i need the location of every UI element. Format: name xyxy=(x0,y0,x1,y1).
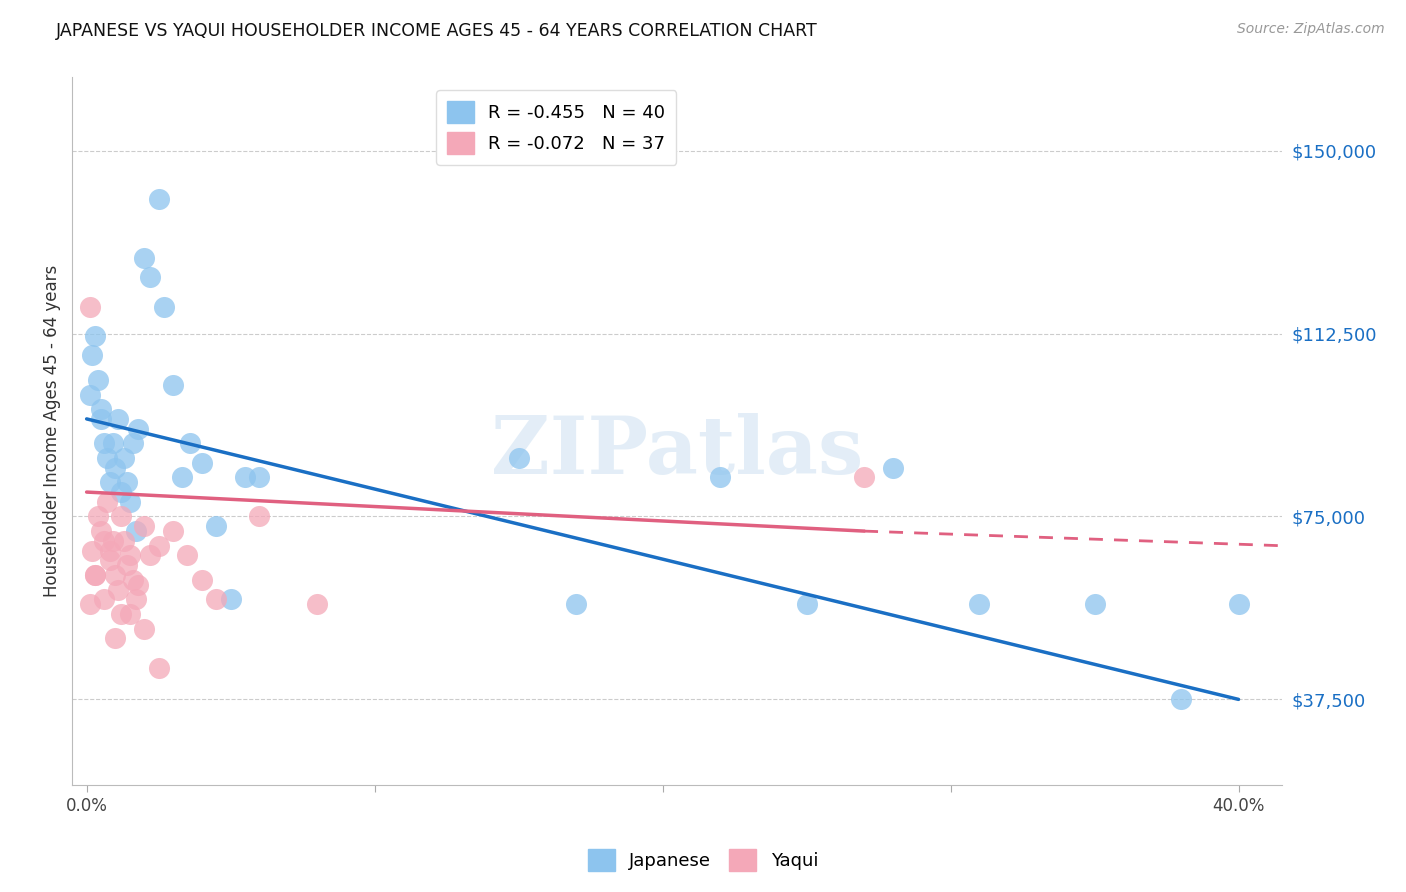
Point xyxy=(118,549,141,563)
Point xyxy=(87,509,110,524)
Legend: R = -0.455   N = 40, R = -0.072   N = 37: R = -0.455 N = 40, R = -0.072 N = 37 xyxy=(436,90,676,165)
Point xyxy=(79,387,101,401)
Point xyxy=(134,251,156,265)
Point xyxy=(124,524,146,538)
Point xyxy=(110,509,132,524)
Point xyxy=(110,485,132,500)
Point xyxy=(882,460,904,475)
Text: JAPANESE VS YAQUI HOUSEHOLDER INCOME AGES 45 - 64 YEARS CORRELATION CHART: JAPANESE VS YAQUI HOUSEHOLDER INCOME AGE… xyxy=(56,22,818,40)
Point xyxy=(305,597,328,611)
Point xyxy=(134,622,156,636)
Text: ZIPatlas: ZIPatlas xyxy=(491,413,863,491)
Point xyxy=(98,553,121,567)
Point xyxy=(87,373,110,387)
Point xyxy=(179,436,201,450)
Point xyxy=(90,402,112,417)
Point xyxy=(121,573,143,587)
Point xyxy=(1170,692,1192,706)
Point xyxy=(139,270,162,285)
Point xyxy=(233,470,256,484)
Point xyxy=(79,597,101,611)
Point xyxy=(104,568,127,582)
Point xyxy=(104,460,127,475)
Point xyxy=(1227,597,1250,611)
Point xyxy=(853,470,876,484)
Point xyxy=(176,549,198,563)
Point xyxy=(148,193,170,207)
Point xyxy=(118,607,141,621)
Point xyxy=(170,470,193,484)
Point xyxy=(127,578,149,592)
Point xyxy=(90,524,112,538)
Point xyxy=(153,300,176,314)
Point xyxy=(134,519,156,533)
Point xyxy=(115,475,138,490)
Point xyxy=(124,592,146,607)
Point xyxy=(82,543,104,558)
Point xyxy=(191,456,214,470)
Point xyxy=(96,495,118,509)
Point xyxy=(84,329,107,343)
Point xyxy=(205,519,228,533)
Point xyxy=(121,436,143,450)
Point xyxy=(162,524,184,538)
Point xyxy=(84,568,107,582)
Point xyxy=(107,412,129,426)
Point xyxy=(96,450,118,465)
Point xyxy=(565,597,588,611)
Point xyxy=(148,539,170,553)
Point xyxy=(148,661,170,675)
Point xyxy=(969,597,991,611)
Point xyxy=(139,549,162,563)
Point xyxy=(796,597,818,611)
Point xyxy=(508,450,530,465)
Point xyxy=(93,592,115,607)
Y-axis label: Householder Income Ages 45 - 64 years: Householder Income Ages 45 - 64 years xyxy=(44,265,60,598)
Point xyxy=(84,568,107,582)
Point xyxy=(93,533,115,548)
Point xyxy=(118,495,141,509)
Point xyxy=(249,470,271,484)
Point xyxy=(219,592,242,607)
Point xyxy=(115,558,138,573)
Point xyxy=(79,300,101,314)
Point xyxy=(98,543,121,558)
Point xyxy=(249,509,271,524)
Point xyxy=(191,573,214,587)
Point xyxy=(1083,597,1105,611)
Point xyxy=(93,436,115,450)
Point xyxy=(104,632,127,646)
Point xyxy=(127,422,149,436)
Point xyxy=(709,470,731,484)
Point xyxy=(101,436,124,450)
Point xyxy=(98,475,121,490)
Text: Source: ZipAtlas.com: Source: ZipAtlas.com xyxy=(1237,22,1385,37)
Point xyxy=(205,592,228,607)
Point xyxy=(162,377,184,392)
Point xyxy=(112,450,135,465)
Point xyxy=(101,533,124,548)
Point xyxy=(82,349,104,363)
Point xyxy=(110,607,132,621)
Legend: Japanese, Yaqui: Japanese, Yaqui xyxy=(581,842,825,879)
Point xyxy=(112,533,135,548)
Point xyxy=(90,412,112,426)
Point xyxy=(107,582,129,597)
